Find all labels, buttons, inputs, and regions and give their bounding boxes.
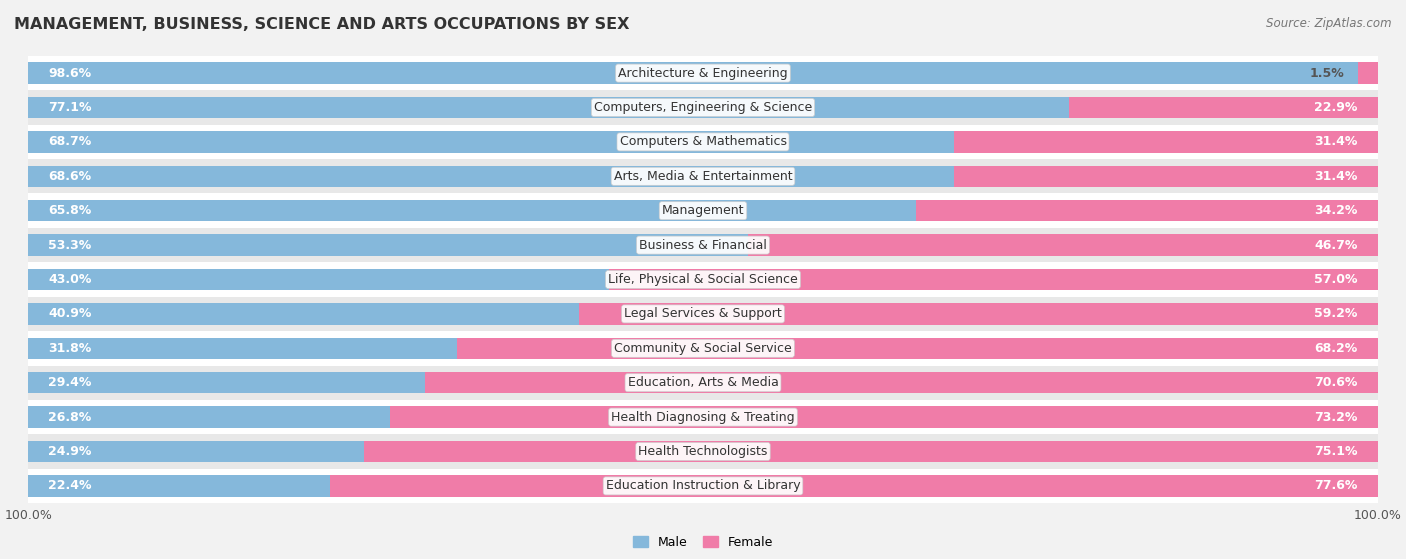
Bar [28, 97, 1069, 118]
Bar [330, 475, 1378, 496]
Text: 65.8%: 65.8% [48, 204, 91, 217]
Text: Computers & Mathematics: Computers & Mathematics [620, 135, 786, 148]
Bar [28, 125, 1378, 159]
Text: Computers, Engineering & Science: Computers, Engineering & Science [593, 101, 813, 114]
Bar [28, 63, 1360, 84]
Bar [579, 303, 1378, 325]
Text: 70.6%: 70.6% [1315, 376, 1358, 389]
Text: 1.5%: 1.5% [1309, 67, 1344, 79]
Text: 31.4%: 31.4% [1315, 135, 1358, 148]
Bar [28, 269, 609, 290]
Bar [28, 468, 1378, 503]
Bar [28, 400, 1378, 434]
Text: 29.4%: 29.4% [48, 376, 91, 389]
Bar [28, 228, 1378, 262]
Text: 77.1%: 77.1% [48, 101, 91, 114]
Bar [364, 441, 1378, 462]
Text: 75.1%: 75.1% [1315, 445, 1358, 458]
Text: 43.0%: 43.0% [48, 273, 91, 286]
Text: 57.0%: 57.0% [1315, 273, 1358, 286]
Text: 98.6%: 98.6% [48, 67, 91, 79]
Bar [28, 297, 1378, 331]
Text: 40.9%: 40.9% [48, 307, 91, 320]
Bar [28, 91, 1378, 125]
Bar [28, 331, 1378, 366]
Text: Education, Arts & Media: Education, Arts & Media [627, 376, 779, 389]
Text: 22.4%: 22.4% [48, 480, 91, 492]
Bar [28, 366, 1378, 400]
Bar [1358, 63, 1378, 84]
Bar [28, 165, 955, 187]
Bar [28, 56, 1378, 91]
Bar [389, 406, 1378, 428]
Bar [748, 234, 1378, 256]
Bar [425, 372, 1378, 394]
Bar [28, 234, 748, 256]
Text: 46.7%: 46.7% [1315, 239, 1358, 252]
Text: Education Instruction & Library: Education Instruction & Library [606, 480, 800, 492]
Text: Source: ZipAtlas.com: Source: ZipAtlas.com [1267, 17, 1392, 30]
Text: 31.8%: 31.8% [48, 342, 91, 355]
Text: Arts, Media & Entertainment: Arts, Media & Entertainment [613, 170, 793, 183]
Text: Management: Management [662, 204, 744, 217]
Text: 53.3%: 53.3% [48, 239, 91, 252]
Text: Health Technologists: Health Technologists [638, 445, 768, 458]
Bar [28, 441, 364, 462]
Text: 26.8%: 26.8% [48, 411, 91, 424]
Bar [955, 131, 1378, 153]
Text: Architecture & Engineering: Architecture & Engineering [619, 67, 787, 79]
Text: 24.9%: 24.9% [48, 445, 91, 458]
Bar [1069, 97, 1378, 118]
Bar [28, 303, 581, 325]
Bar [28, 200, 917, 221]
Text: Legal Services & Support: Legal Services & Support [624, 307, 782, 320]
Text: 68.2%: 68.2% [1315, 342, 1358, 355]
Bar [917, 200, 1378, 221]
Bar [28, 159, 1378, 193]
Text: 59.2%: 59.2% [1315, 307, 1358, 320]
Text: Health Diagnosing & Treating: Health Diagnosing & Treating [612, 411, 794, 424]
Text: 34.2%: 34.2% [1315, 204, 1358, 217]
Text: 73.2%: 73.2% [1315, 411, 1358, 424]
Bar [457, 338, 1378, 359]
Bar [28, 338, 457, 359]
Bar [28, 372, 425, 394]
Bar [28, 475, 330, 496]
Text: MANAGEMENT, BUSINESS, SCIENCE AND ARTS OCCUPATIONS BY SEX: MANAGEMENT, BUSINESS, SCIENCE AND ARTS O… [14, 17, 630, 32]
Text: 68.7%: 68.7% [48, 135, 91, 148]
Bar [28, 193, 1378, 228]
Bar [28, 262, 1378, 297]
Text: 77.6%: 77.6% [1315, 480, 1358, 492]
Bar [609, 269, 1378, 290]
Bar [28, 406, 389, 428]
Text: Business & Financial: Business & Financial [640, 239, 766, 252]
Bar [28, 131, 956, 153]
Bar [28, 434, 1378, 468]
Text: 31.4%: 31.4% [1315, 170, 1358, 183]
Text: Life, Physical & Social Science: Life, Physical & Social Science [609, 273, 797, 286]
Bar [955, 165, 1378, 187]
Text: 22.9%: 22.9% [1315, 101, 1358, 114]
Legend: Male, Female: Male, Female [627, 529, 779, 555]
Text: Community & Social Service: Community & Social Service [614, 342, 792, 355]
Text: 68.6%: 68.6% [48, 170, 91, 183]
